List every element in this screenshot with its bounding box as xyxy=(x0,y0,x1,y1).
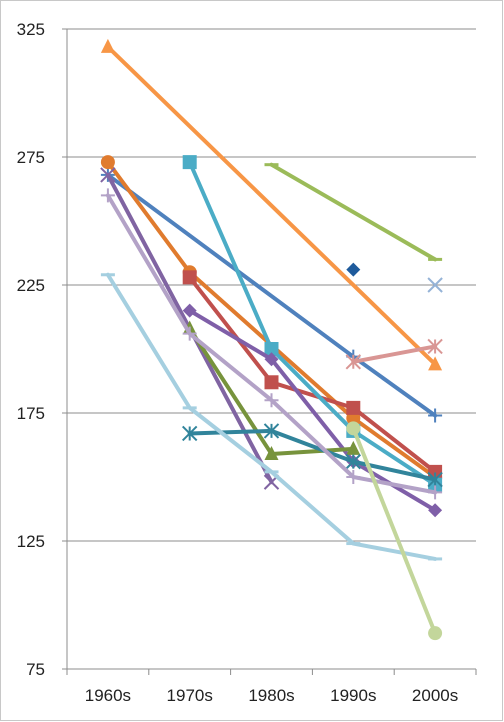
series-line xyxy=(351,344,438,364)
data-point xyxy=(182,303,197,318)
series xyxy=(264,162,443,262)
axes xyxy=(62,28,477,675)
x-tick-label: 1960s xyxy=(85,686,131,705)
data-point xyxy=(182,270,197,285)
y-tick-label: 125 xyxy=(17,532,45,551)
y-tick-label: 175 xyxy=(17,404,45,423)
data-point xyxy=(428,503,443,518)
x-tick-label: 1990s xyxy=(330,686,376,705)
data-point xyxy=(346,470,361,484)
data-point xyxy=(100,155,115,170)
series xyxy=(181,423,443,488)
series-line xyxy=(269,162,438,262)
data-point xyxy=(100,167,116,183)
data-point xyxy=(345,354,362,370)
data-point xyxy=(100,188,115,203)
series-line xyxy=(351,426,438,636)
series xyxy=(182,270,443,479)
data-point xyxy=(182,155,197,170)
series-line xyxy=(105,44,438,367)
series xyxy=(100,38,443,371)
data-point xyxy=(346,262,361,277)
data-point xyxy=(427,277,443,293)
data-point xyxy=(346,421,361,436)
data-point xyxy=(346,440,361,455)
series xyxy=(345,338,443,370)
data-point xyxy=(428,626,443,641)
series xyxy=(100,272,443,561)
y-tick-label: 275 xyxy=(17,148,45,167)
x-tick-label: 1980s xyxy=(248,686,294,705)
data-point xyxy=(264,393,279,408)
data-point xyxy=(181,425,198,442)
data-point xyxy=(428,408,443,423)
series xyxy=(100,188,443,500)
data-point xyxy=(264,445,279,460)
series xyxy=(346,262,361,277)
data-point xyxy=(263,423,280,439)
data-point xyxy=(264,342,279,356)
data-point xyxy=(264,352,279,367)
series-line xyxy=(187,308,438,513)
y-tick-label: 75 xyxy=(26,660,45,679)
y-tick-label: 325 xyxy=(17,20,45,39)
data-point xyxy=(427,338,443,355)
x-tick-label: 1970s xyxy=(167,686,213,705)
data-point xyxy=(346,400,361,415)
series-line xyxy=(187,275,438,474)
data-point xyxy=(427,471,443,488)
series-group xyxy=(100,38,443,641)
series xyxy=(346,421,443,641)
data-point xyxy=(428,485,443,500)
y-tick-label: 225 xyxy=(17,276,45,295)
series xyxy=(427,277,443,293)
data-point xyxy=(345,453,362,470)
gridlines xyxy=(67,28,476,542)
series-line xyxy=(187,160,438,487)
tick-labels: 75 125 175 225 275 325 1960s 1970s 1980s 1990s 200… xyxy=(17,20,459,705)
data-point xyxy=(264,375,279,390)
x-tick-label: 2000s xyxy=(412,686,458,705)
data-point xyxy=(100,38,115,53)
data-point xyxy=(428,356,443,371)
data-point xyxy=(182,326,197,341)
series-line xyxy=(187,428,438,482)
